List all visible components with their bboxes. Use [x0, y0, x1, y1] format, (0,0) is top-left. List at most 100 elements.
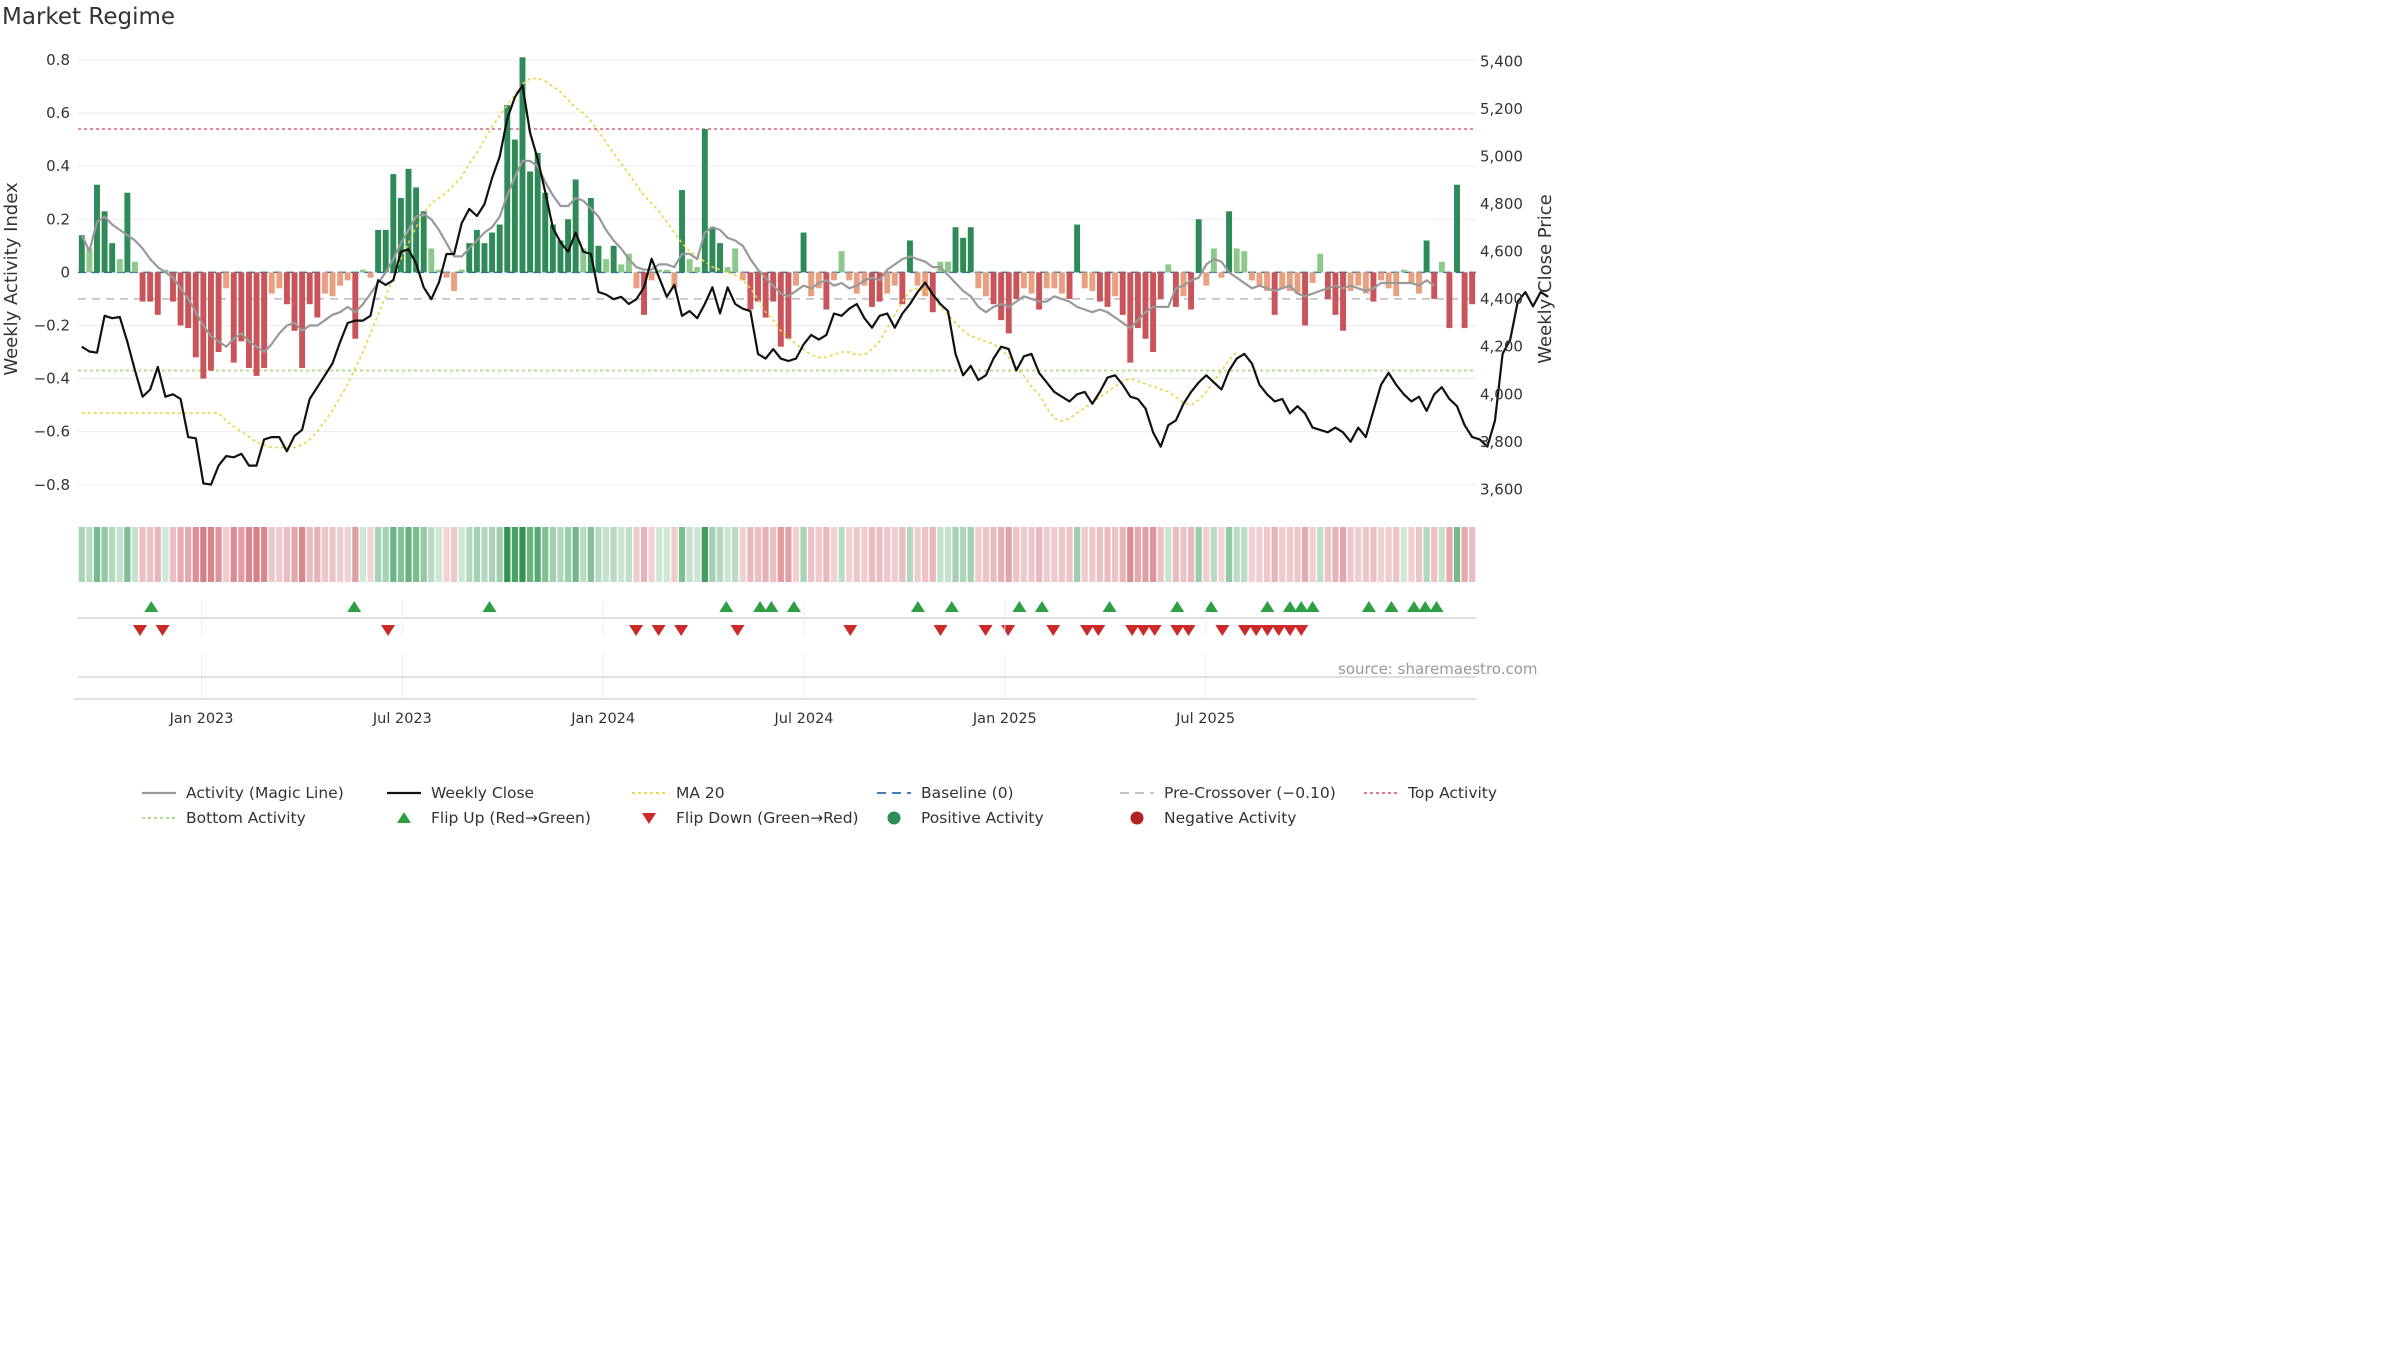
- regime-strip-cell: [815, 527, 822, 582]
- regime-strip-cell: [1461, 527, 1468, 582]
- activity-bar: [1226, 211, 1233, 273]
- flip-down-marker: [730, 625, 745, 636]
- regime-strip-cell: [732, 527, 739, 582]
- y2-tick-label: 4,200: [1480, 338, 1523, 356]
- flip-down-marker: [629, 625, 644, 636]
- activity-bar: [413, 187, 420, 273]
- activity-bar: [694, 267, 701, 273]
- regime-strip-cell: [93, 527, 101, 582]
- y-tick-label: −0.8: [34, 476, 70, 494]
- activity-bar: [329, 272, 336, 297]
- activity-bar: [1081, 272, 1088, 289]
- regime-strip-cell: [109, 527, 116, 582]
- regime-strip-cell: [838, 527, 845, 582]
- regime-strip-cell: [1377, 527, 1385, 582]
- regime-strip: [78, 527, 1476, 582]
- activity-bar: [762, 272, 769, 318]
- regime-strip-cell: [1233, 527, 1240, 582]
- activity-bar: [306, 272, 313, 305]
- legend-item: Flip Down (Green→Red): [630, 808, 859, 828]
- flip-down-marker: [843, 625, 858, 636]
- activity-bar: [496, 224, 503, 273]
- regime-strip-cell: [306, 527, 313, 582]
- flip-down-marker: [1237, 625, 1252, 636]
- y-tick-label: −0.4: [34, 370, 70, 388]
- activity-bar: [777, 272, 784, 347]
- activity-bar: [1112, 272, 1119, 297]
- triangle-down-icon: [630, 808, 668, 828]
- activity-bar: [253, 272, 260, 376]
- activity-bar: [1264, 272, 1271, 291]
- regime-strip-cell: [1058, 527, 1066, 582]
- activity-bar: [800, 232, 807, 273]
- regime-strip-cell: [283, 527, 291, 582]
- activity-bar: [230, 272, 237, 363]
- flip-up-marker: [1170, 601, 1185, 612]
- activity-bar: [451, 272, 458, 291]
- regime-strip-cell: [116, 527, 123, 582]
- flip-down-marker: [1136, 625, 1151, 636]
- regime-strip-cell: [1347, 527, 1354, 582]
- regime-strip-cell: [245, 527, 253, 582]
- regime-strip-cell: [1294, 527, 1301, 582]
- regime-strip-cell: [276, 527, 283, 582]
- flip-up-marker: [1102, 601, 1117, 612]
- regime-strip-cell: [686, 527, 693, 582]
- activity-bar: [78, 235, 85, 273]
- regime-strip-cell: [101, 527, 108, 582]
- activity-bar: [1355, 272, 1362, 286]
- activity-bar: [223, 272, 230, 289]
- regime-strip-cell: [185, 527, 192, 582]
- flip-markers: [78, 601, 1476, 636]
- regime-strip-cell: [1073, 527, 1081, 582]
- activity-bar: [1286, 272, 1293, 291]
- activity-bar: [1127, 272, 1134, 363]
- regime-strip-cell: [610, 527, 617, 582]
- flip-down-marker: [1125, 625, 1140, 636]
- activity-bar: [891, 272, 898, 286]
- regime-strip-cell: [481, 527, 488, 582]
- activity-bar: [1051, 272, 1058, 289]
- regime-strip-cell: [1248, 527, 1255, 582]
- activity-bar: [527, 171, 534, 273]
- legend-item: MA 20: [630, 783, 725, 803]
- regime-strip-cell: [374, 527, 382, 582]
- regime-strip-cell: [382, 527, 389, 582]
- flip-down-marker: [933, 625, 948, 636]
- regime-strip-cell: [1370, 527, 1377, 582]
- activity-bar: [1157, 272, 1164, 299]
- legend-label: Flip Down (Green→Red): [676, 809, 859, 827]
- regime-strip-cell: [1013, 527, 1020, 582]
- activity-bar: [489, 232, 496, 273]
- regime-strip-cell: [587, 527, 594, 582]
- regime-strip-cell: [1393, 527, 1400, 582]
- activity-bar: [1013, 272, 1020, 299]
- regime-strip-cell: [944, 527, 952, 582]
- activity-bar: [268, 272, 275, 294]
- regime-strip-cell: [1408, 527, 1415, 582]
- regime-strip-cell: [192, 527, 199, 582]
- activity-bar: [1096, 272, 1103, 302]
- regime-strip-cell: [1301, 527, 1309, 582]
- regime-strip-cell: [739, 527, 746, 582]
- activity-bar: [899, 272, 906, 305]
- activity-bar: [785, 272, 792, 339]
- legend-item: Negative Activity: [1118, 808, 1296, 828]
- flip-down-marker: [1046, 625, 1061, 636]
- y2-tick-label: 4,600: [1480, 243, 1523, 261]
- regime-strip-cell: [1317, 527, 1324, 582]
- regime-strip-cell: [253, 527, 260, 582]
- activity-bar: [884, 272, 891, 294]
- ma20-line: [81, 77, 1238, 449]
- legend-label: Positive Activity: [921, 809, 1044, 827]
- flip-down-marker: [1260, 625, 1275, 636]
- flip-down-marker: [133, 625, 148, 636]
- regime-strip-cell: [124, 527, 131, 582]
- activity-bar: [375, 229, 382, 273]
- flip-down-marker: [674, 625, 689, 636]
- activity-bar: [724, 267, 731, 273]
- activity-bar: [861, 272, 868, 286]
- activity-bar: [990, 272, 997, 305]
- regime-strip-cell: [937, 527, 944, 582]
- y-tick-label: 0: [60, 263, 70, 281]
